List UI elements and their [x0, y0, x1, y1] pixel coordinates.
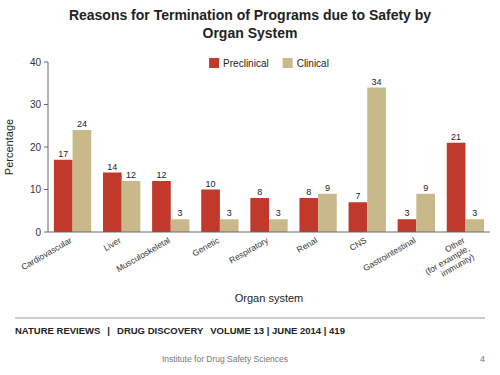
- footer-separator: [15, 318, 485, 319]
- x-tick-label: Respiratory: [227, 235, 270, 266]
- footer-text: NATURE REVIEWS: [15, 325, 100, 336]
- y-tick-label: 0: [35, 227, 41, 238]
- x-tick-label: Cardiovascular: [19, 235, 73, 272]
- y-tick-label: 20: [30, 142, 42, 153]
- bar: [367, 88, 386, 233]
- y-tick: [44, 232, 48, 233]
- bars: [54, 88, 484, 233]
- bar: [54, 160, 73, 232]
- footer-note: Institute for Drug Safety Sciences: [162, 354, 288, 364]
- x-axis-label: Organ system: [235, 292, 303, 304]
- x-tick-label: Musculoskeletal: [114, 235, 171, 274]
- data-label: 3: [227, 208, 232, 218]
- legend-label: Clinical: [297, 58, 329, 69]
- y-tick: [44, 62, 48, 63]
- footer-text: DRUG DISCOVERY: [117, 325, 204, 336]
- x-tick-label: Other(for example,immunity): [418, 235, 476, 285]
- title: Reasons for Termination of Programs due …: [69, 7, 431, 41]
- y-tick: [44, 104, 48, 105]
- data-label: 17: [58, 149, 68, 159]
- x-tick-label: Renal: [295, 235, 319, 255]
- bar: [465, 219, 484, 232]
- bar: [269, 219, 288, 232]
- footer-text: VOLUME 13 | JUNE 2014 | 419: [210, 325, 345, 336]
- bar: [152, 181, 171, 232]
- x-tick-label: Liver: [102, 235, 123, 253]
- data-label: 34: [372, 77, 382, 87]
- bar: [398, 219, 417, 232]
- data-labels: 17 14 12 10 8 8 7 3 21 24 12 3 3 3 9 34 9 3: [58, 77, 477, 219]
- y-tick: [44, 147, 48, 148]
- data-label: 21: [451, 132, 461, 142]
- legend-swatch: [209, 58, 219, 68]
- data-label: 9: [325, 183, 330, 193]
- legend: Preclinical Clinical: [209, 58, 329, 69]
- data-label: 9: [423, 183, 428, 193]
- data-label: 3: [404, 208, 409, 218]
- chart: Reasons for Termination of Programs due …: [0, 0, 500, 375]
- data-label: 8: [257, 187, 262, 197]
- bar: [250, 198, 269, 232]
- bar: [73, 130, 92, 232]
- legend-swatch: [283, 58, 293, 68]
- bar: [171, 219, 190, 232]
- x-tick-label: Genetic: [191, 235, 222, 259]
- x-tick-label: Gastrointestinal: [361, 235, 417, 273]
- data-label: 3: [178, 208, 183, 218]
- data-label: 12: [126, 170, 136, 180]
- data-label: 24: [77, 119, 87, 129]
- x-axis: [48, 232, 490, 233]
- bar: [447, 143, 466, 232]
- bar: [201, 190, 220, 233]
- data-label: 3: [472, 208, 477, 218]
- data-label: 3: [276, 208, 281, 218]
- bar: [220, 219, 239, 232]
- bar: [122, 181, 141, 232]
- data-label: 7: [355, 191, 360, 201]
- y-tick-label: 10: [30, 184, 42, 195]
- footer-text: |: [107, 325, 110, 336]
- y-tick-label: 30: [30, 99, 42, 110]
- y-tick: [44, 189, 48, 190]
- x-tick-label: CNS: [348, 235, 369, 253]
- legend-label: Preclinical: [223, 58, 269, 69]
- data-label: 8: [306, 187, 311, 197]
- y-axis: [48, 62, 49, 232]
- page-number: 4: [480, 354, 485, 364]
- data-label: 10: [206, 179, 216, 189]
- data-label: 14: [107, 162, 117, 172]
- data-label: 12: [156, 170, 166, 180]
- bar: [103, 173, 122, 233]
- bar: [349, 202, 368, 232]
- bar: [318, 194, 337, 232]
- bar: [299, 198, 318, 232]
- bar: [416, 194, 435, 232]
- y-axis-label: Percentage: [3, 119, 15, 175]
- y-tick-label: 40: [30, 57, 42, 68]
